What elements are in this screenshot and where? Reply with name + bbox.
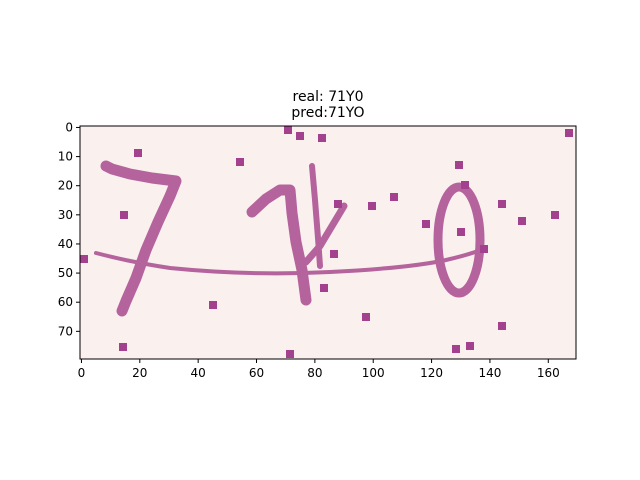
y-tick-label: 50 (58, 266, 73, 280)
noise-mark (209, 301, 217, 309)
title-real: real: 71Y0 (293, 89, 364, 105)
y-tick-label: 0 (65, 120, 73, 134)
noise-mark (284, 126, 292, 134)
noise-mark (498, 322, 506, 330)
noise-mark (457, 228, 465, 236)
x-tick-label: 160 (537, 366, 560, 380)
noise-mark (80, 255, 88, 263)
noise-mark (286, 350, 294, 358)
noise-mark (390, 193, 398, 201)
y-tick-label: 30 (58, 208, 73, 222)
digit-one (246, 184, 312, 306)
x-tick-label: 80 (307, 366, 322, 380)
noise-mark (119, 343, 127, 351)
noise-line (94, 246, 488, 276)
noise-mark (551, 211, 559, 219)
noise-mark (518, 217, 526, 225)
crossing-stroke-diagonal (302, 202, 348, 266)
axes-frame (79, 125, 577, 360)
noise-mark (334, 200, 342, 208)
x-tick-label: 120 (420, 366, 443, 380)
noise-mark (480, 245, 488, 253)
digit-zero (433, 182, 485, 298)
noise-mark (452, 345, 460, 353)
noise-mark (362, 313, 370, 321)
y-tick-label: 40 (58, 237, 73, 251)
noise-mark (134, 149, 142, 157)
y-tick-label: 20 (58, 179, 73, 193)
title-pred: pred:71YO (291, 105, 364, 121)
x-tick-label: 40 (191, 366, 206, 380)
noise-mark (466, 342, 474, 350)
noise-marks (80, 126, 573, 358)
y-tick-label: 60 (58, 295, 73, 309)
digit-seven (100, 160, 182, 317)
y-axis: 0 10 20 30 40 50 60 70 (58, 120, 80, 338)
noise-mark (565, 129, 573, 137)
x-tick-label: 100 (362, 366, 385, 380)
noise-mark (120, 211, 128, 219)
noise-mark (368, 202, 376, 210)
noise-mark (498, 200, 506, 208)
x-axis: 0 20 40 60 80 100 120 140 160 (78, 359, 560, 380)
noise-mark (318, 134, 326, 142)
noise-mark (422, 220, 430, 228)
x-tick-label: 140 (478, 366, 501, 380)
y-tick-label: 70 (58, 324, 73, 338)
noise-mark (296, 132, 304, 140)
captcha-strokes (94, 160, 488, 317)
noise-mark (330, 250, 338, 258)
noise-mark (455, 161, 463, 169)
x-tick-label: 20 (132, 366, 147, 380)
noise-mark (236, 158, 244, 166)
x-tick-label: 60 (249, 366, 264, 380)
noise-mark (320, 284, 328, 292)
x-tick-label: 0 (78, 366, 86, 380)
image-background (80, 126, 576, 359)
image-area (79, 125, 577, 360)
noise-mark (461, 181, 469, 189)
y-tick-label: 10 (58, 150, 73, 164)
